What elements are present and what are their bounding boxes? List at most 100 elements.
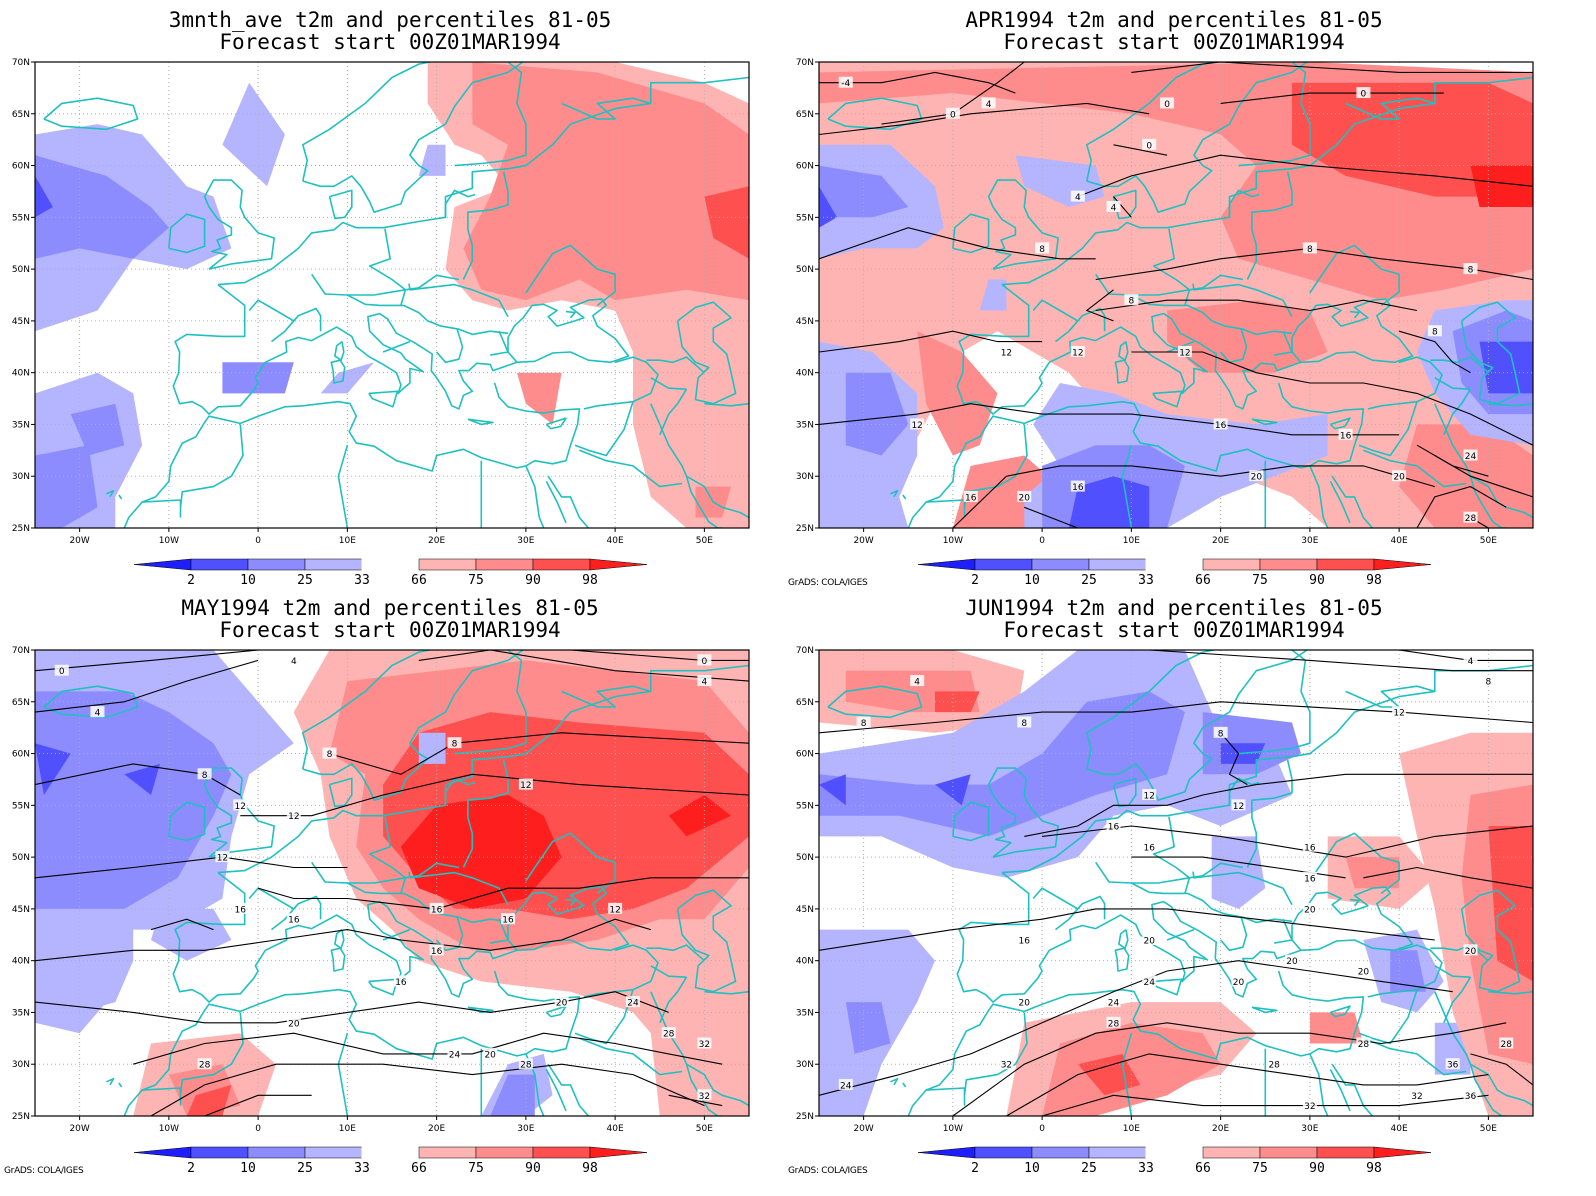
contour-line: [1077, 154, 1533, 198]
percentile-shade-r2: [917, 331, 998, 456]
colorbar-label: 25: [297, 1161, 313, 1176]
percentile-shade-b1: [418, 732, 446, 764]
percentile-shade-b3: [1479, 341, 1533, 394]
contour-labels: 0 0 4 4 4 8 8 8 12 12 12 12 12 16 16 16 16 16 16 20 20 20 24 24…: [54, 654, 712, 1102]
lat-tick-label: 25N: [796, 524, 814, 534]
colorbar-label: 75: [468, 573, 484, 588]
panel-subtitle: Forecast start 00Z01MAR1994: [1003, 618, 1345, 642]
lat-tick-label: 45N: [796, 905, 814, 915]
colorbar-label: 75: [468, 1161, 484, 1176]
lat-tick-label: 30N: [12, 472, 30, 482]
percentile-shade-r3: [1077, 1053, 1141, 1096]
contour-label: 16: [1143, 843, 1155, 853]
colorbar-label: 98: [1366, 1161, 1382, 1176]
lon-tick-label: 20W: [853, 536, 873, 546]
contour-line: [1131, 351, 1533, 446]
contour-line: [1024, 506, 1078, 528]
colorbar-label: 98: [582, 1161, 598, 1176]
colorbar-label: 25: [297, 573, 313, 588]
contour-line: [952, 465, 1435, 528]
percentile-shade-b2: [35, 445, 98, 528]
lat-tick-label: 45N: [796, 317, 814, 327]
plot-frame: [34, 649, 750, 1117]
panel-title: 3mnth_ave t2m and percentiles 81-05: [168, 8, 612, 32]
contour-line: [1416, 444, 1489, 477]
lon-tick-label: 50E: [1480, 1124, 1497, 1134]
contour-line: [1363, 866, 1533, 889]
plot-frame: [818, 61, 1534, 529]
percentile-shade-r3: [935, 691, 980, 713]
coastlines: [827, 650, 1533, 1116]
contour-label: 8: [202, 771, 208, 781]
contour-label: 8: [1218, 729, 1224, 739]
contour-label: 12: [235, 802, 246, 812]
percentile-shade-r2: [463, 62, 749, 301]
lat-tick-label: 40N: [796, 369, 814, 379]
colorbar-swatch: [247, 558, 306, 571]
percentile-shade-b1: [151, 908, 232, 961]
percentile-shade-b3: [819, 774, 846, 806]
colorbar-label: 66: [411, 1161, 427, 1176]
lon-tick-label: 10W: [159, 536, 179, 546]
lon-tick-label: 0: [1039, 1124, 1045, 1134]
percentile-shade-b3: [35, 175, 53, 218]
panel-subtitle: Forecast start 00Z01MAR1994: [1003, 30, 1345, 54]
contour-line: [1220, 732, 1248, 786]
contour-label: 24: [627, 999, 639, 1009]
contour-label: 16: [1019, 936, 1031, 946]
contour-label: 32: [1001, 1061, 1012, 1071]
colorbar: 2 10 25 33 66 75 90 98: [133, 1146, 648, 1176]
colorbar-label: 10: [1024, 1161, 1040, 1176]
colorbar-arrow-high: [1373, 558, 1432, 571]
lon-tick-label: 50E: [1480, 536, 1497, 546]
colorbar-swatch: [532, 1146, 591, 1159]
percentile-shade-r3: [704, 186, 749, 259]
lat-tick-label: 55N: [12, 213, 30, 223]
colorbar-label: 2: [971, 573, 979, 588]
contour-label: 16: [1215, 421, 1227, 431]
contour-label: 12: [609, 905, 620, 915]
contour-label: 16: [288, 916, 300, 926]
lon-tick-label: 40E: [1391, 1124, 1408, 1134]
contour-label: 20: [288, 1019, 300, 1029]
contour-label: 12: [520, 781, 531, 791]
lat-tick-label: 60N: [796, 162, 814, 172]
plot-frame: [818, 649, 1534, 1117]
percentile-shade-b2: [845, 1002, 891, 1054]
contour-label: 32: [699, 1040, 710, 1050]
contour-line: [1149, 650, 1533, 672]
colorbar-label: 33: [1138, 1161, 1154, 1176]
contour-line: [35, 659, 259, 713]
contour-line: [35, 763, 241, 796]
contour-label: 28: [1108, 1019, 1120, 1029]
colorbar-label: 90: [1309, 573, 1325, 588]
contour-line: [819, 227, 1096, 260]
contour-label: 0: [950, 110, 956, 120]
contour-label: 36: [1447, 1061, 1459, 1071]
lon-tick-label: 20E: [1212, 536, 1229, 546]
contour-line: [1220, 92, 1444, 104]
lon-tick-label: 0: [255, 536, 261, 546]
contour-line: [819, 960, 1453, 1096]
colorbar-swatch: [475, 1146, 534, 1159]
contour-line: [881, 62, 1025, 125]
lon-tick-label: 0: [1039, 536, 1045, 546]
percentile-shade-r2: [1345, 857, 1400, 889]
lat-tick-label: 35N: [796, 420, 814, 430]
lon-tick-label: 50E: [696, 1124, 713, 1134]
contour-label: 8: [1486, 678, 1492, 688]
percentile-shade-r2: [1167, 300, 1328, 373]
colorbar-label: 75: [1252, 1161, 1268, 1176]
lon-tick-label: 10W: [943, 1124, 963, 1134]
contour-label: 12: [288, 812, 299, 822]
contour-label: 4: [1075, 193, 1081, 203]
percentile-shade-r1: [659, 1012, 749, 1116]
percentile-shade-b2: [819, 691, 1185, 837]
colorbar-blank: [1145, 1146, 1204, 1159]
colorbar-swatch: [304, 1146, 363, 1159]
contour-label: 20: [484, 1050, 496, 1060]
colorbar-label: 75: [1252, 573, 1268, 588]
